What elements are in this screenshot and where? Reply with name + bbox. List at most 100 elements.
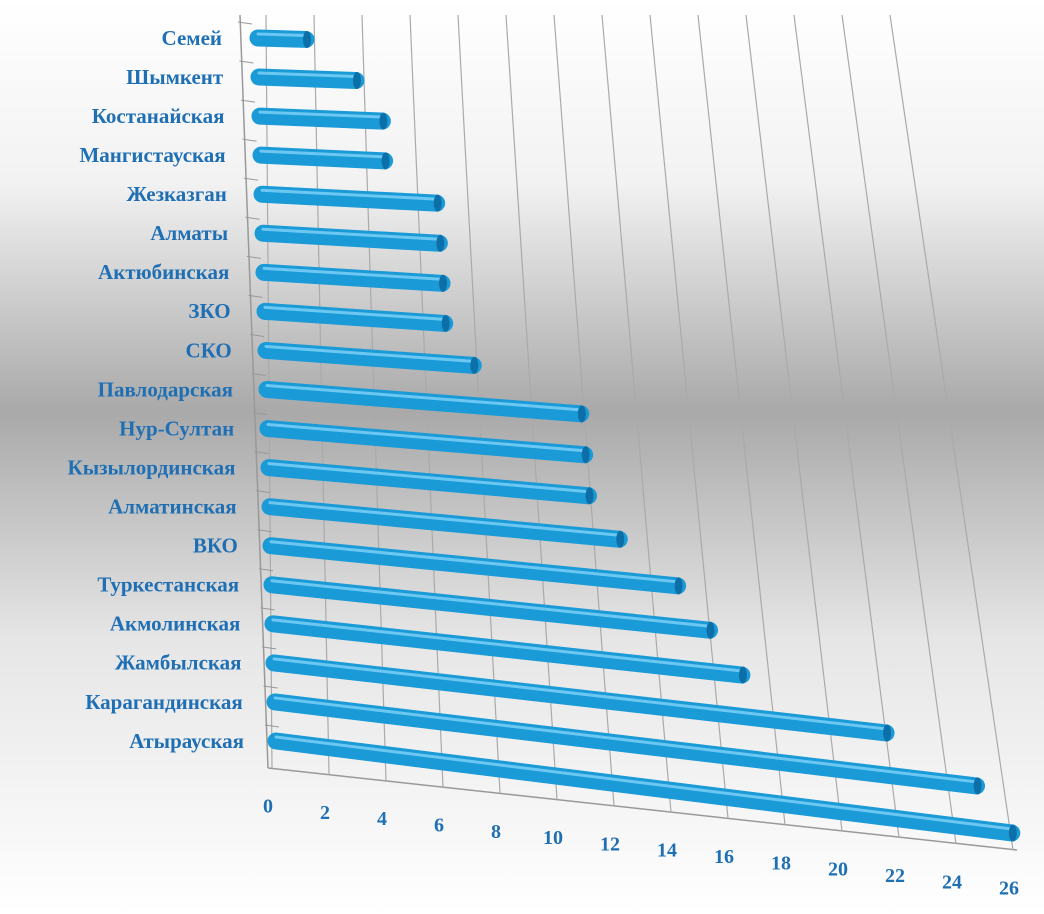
- bar: [257, 341, 482, 374]
- bar-cap: [379, 112, 388, 130]
- bar-cap: [883, 724, 892, 742]
- bar-cap: [616, 530, 625, 548]
- x-tick-label: 10: [543, 827, 563, 849]
- bar: [256, 302, 454, 332]
- bar: [259, 420, 594, 464]
- y-tick-label: Алматы: [150, 221, 228, 245]
- tick-mark: [248, 294, 263, 298]
- bar-highlight: [265, 384, 583, 412]
- bar-cap: [470, 356, 479, 374]
- bar-highlight: [263, 305, 447, 321]
- tick-mark: [240, 99, 256, 103]
- bar: [253, 185, 446, 212]
- tick-mark: [249, 333, 265, 337]
- x-tick-label: 4: [377, 808, 387, 830]
- bar: [250, 68, 365, 89]
- bar-cap: [303, 30, 311, 48]
- bar-highlight: [266, 423, 587, 453]
- bar: [249, 29, 315, 48]
- bar: [255, 263, 451, 292]
- bar-highlight: [259, 149, 387, 159]
- tick-mark: [263, 685, 278, 689]
- y-tick-label: Жезказган: [127, 182, 227, 206]
- bar: [266, 693, 986, 795]
- bar-highlight: [264, 344, 475, 363]
- bar-highlight: [257, 71, 358, 78]
- bar-highlight: [256, 32, 308, 37]
- grid-line: [601, 14, 672, 813]
- bar-cap: [706, 621, 715, 639]
- x-tick-label: 16: [714, 846, 734, 868]
- bar: [260, 459, 598, 505]
- bar: [251, 107, 391, 130]
- tick-mark: [257, 529, 272, 533]
- grid-line: [745, 14, 843, 832]
- bar-cap: [441, 314, 450, 332]
- bar-highlight: [269, 540, 680, 584]
- bar-highlight: [261, 227, 441, 241]
- x-tick-label: 0: [263, 796, 273, 818]
- bar-highlight: [260, 188, 439, 201]
- bar-cap: [436, 234, 445, 252]
- x-tick-label: 26: [999, 878, 1019, 900]
- y-tick-label: Мангистауская: [79, 143, 225, 167]
- bar-highlight: [262, 266, 444, 281]
- bar-cap: [439, 274, 448, 292]
- tick-mark: [251, 373, 266, 376]
- tick-mark: [260, 607, 275, 611]
- tick-mark: [258, 568, 274, 572]
- y-tick-label: Акмолинская: [110, 612, 240, 636]
- y-tick-label: Актюбинская: [98, 260, 229, 284]
- tick-mark: [243, 177, 259, 181]
- bar-cap: [352, 71, 361, 89]
- y-tick-label: ВКО: [193, 534, 238, 558]
- y-tick-label: Туркестанская: [97, 573, 239, 597]
- x-tick-label: 12: [600, 833, 620, 855]
- bar-cap: [585, 487, 594, 505]
- x-tick-label: 22: [885, 865, 905, 887]
- tick-mark: [252, 412, 268, 416]
- bar-highlight: [273, 696, 979, 784]
- bar: [252, 146, 394, 170]
- bar-cap: [433, 194, 442, 212]
- bar-highlight: [272, 657, 888, 731]
- bar: [254, 224, 448, 252]
- grid-line: [841, 14, 957, 844]
- bar: [258, 381, 590, 423]
- y-tick-label: Костанайская: [92, 104, 225, 128]
- bar-cap: [1008, 824, 1017, 842]
- bar: [265, 654, 895, 742]
- y-tick-label: Алматинская: [108, 494, 237, 518]
- tick-mark: [261, 646, 277, 650]
- y-tick-label: Шымкент: [126, 65, 224, 89]
- tick-mark: [246, 255, 262, 259]
- y-tick-label: Нур-Султан: [119, 416, 234, 440]
- y-tick-label: Атырауская: [129, 729, 244, 753]
- bar-cap: [973, 777, 982, 795]
- tick-mark: [264, 724, 280, 728]
- bar: [264, 615, 751, 684]
- grid-line: [649, 14, 729, 819]
- grid-line: [697, 14, 786, 825]
- axis-line: [267, 767, 1018, 851]
- x-tick-label: 18: [771, 852, 791, 874]
- bar: [261, 498, 628, 548]
- bar-cap: [738, 666, 747, 684]
- bar-highlight: [271, 618, 744, 673]
- grid-line: [889, 14, 1014, 851]
- x-tick-label: 24: [942, 871, 962, 893]
- y-tick-label: Павлодарская: [98, 377, 233, 401]
- tick-mark: [245, 216, 260, 220]
- x-tick-label: 2: [320, 802, 330, 824]
- tick-mark: [237, 21, 253, 25]
- y-tick-label: СКО: [186, 338, 232, 362]
- y-tick-label: Кызылординская: [68, 455, 236, 479]
- y-tick-label: ЗКО: [188, 299, 230, 323]
- tick-mark: [254, 451, 269, 455]
- x-tick-label: 14: [657, 840, 677, 862]
- bar: [262, 537, 687, 595]
- tick-mark: [242, 138, 257, 142]
- bar-cap: [381, 152, 390, 170]
